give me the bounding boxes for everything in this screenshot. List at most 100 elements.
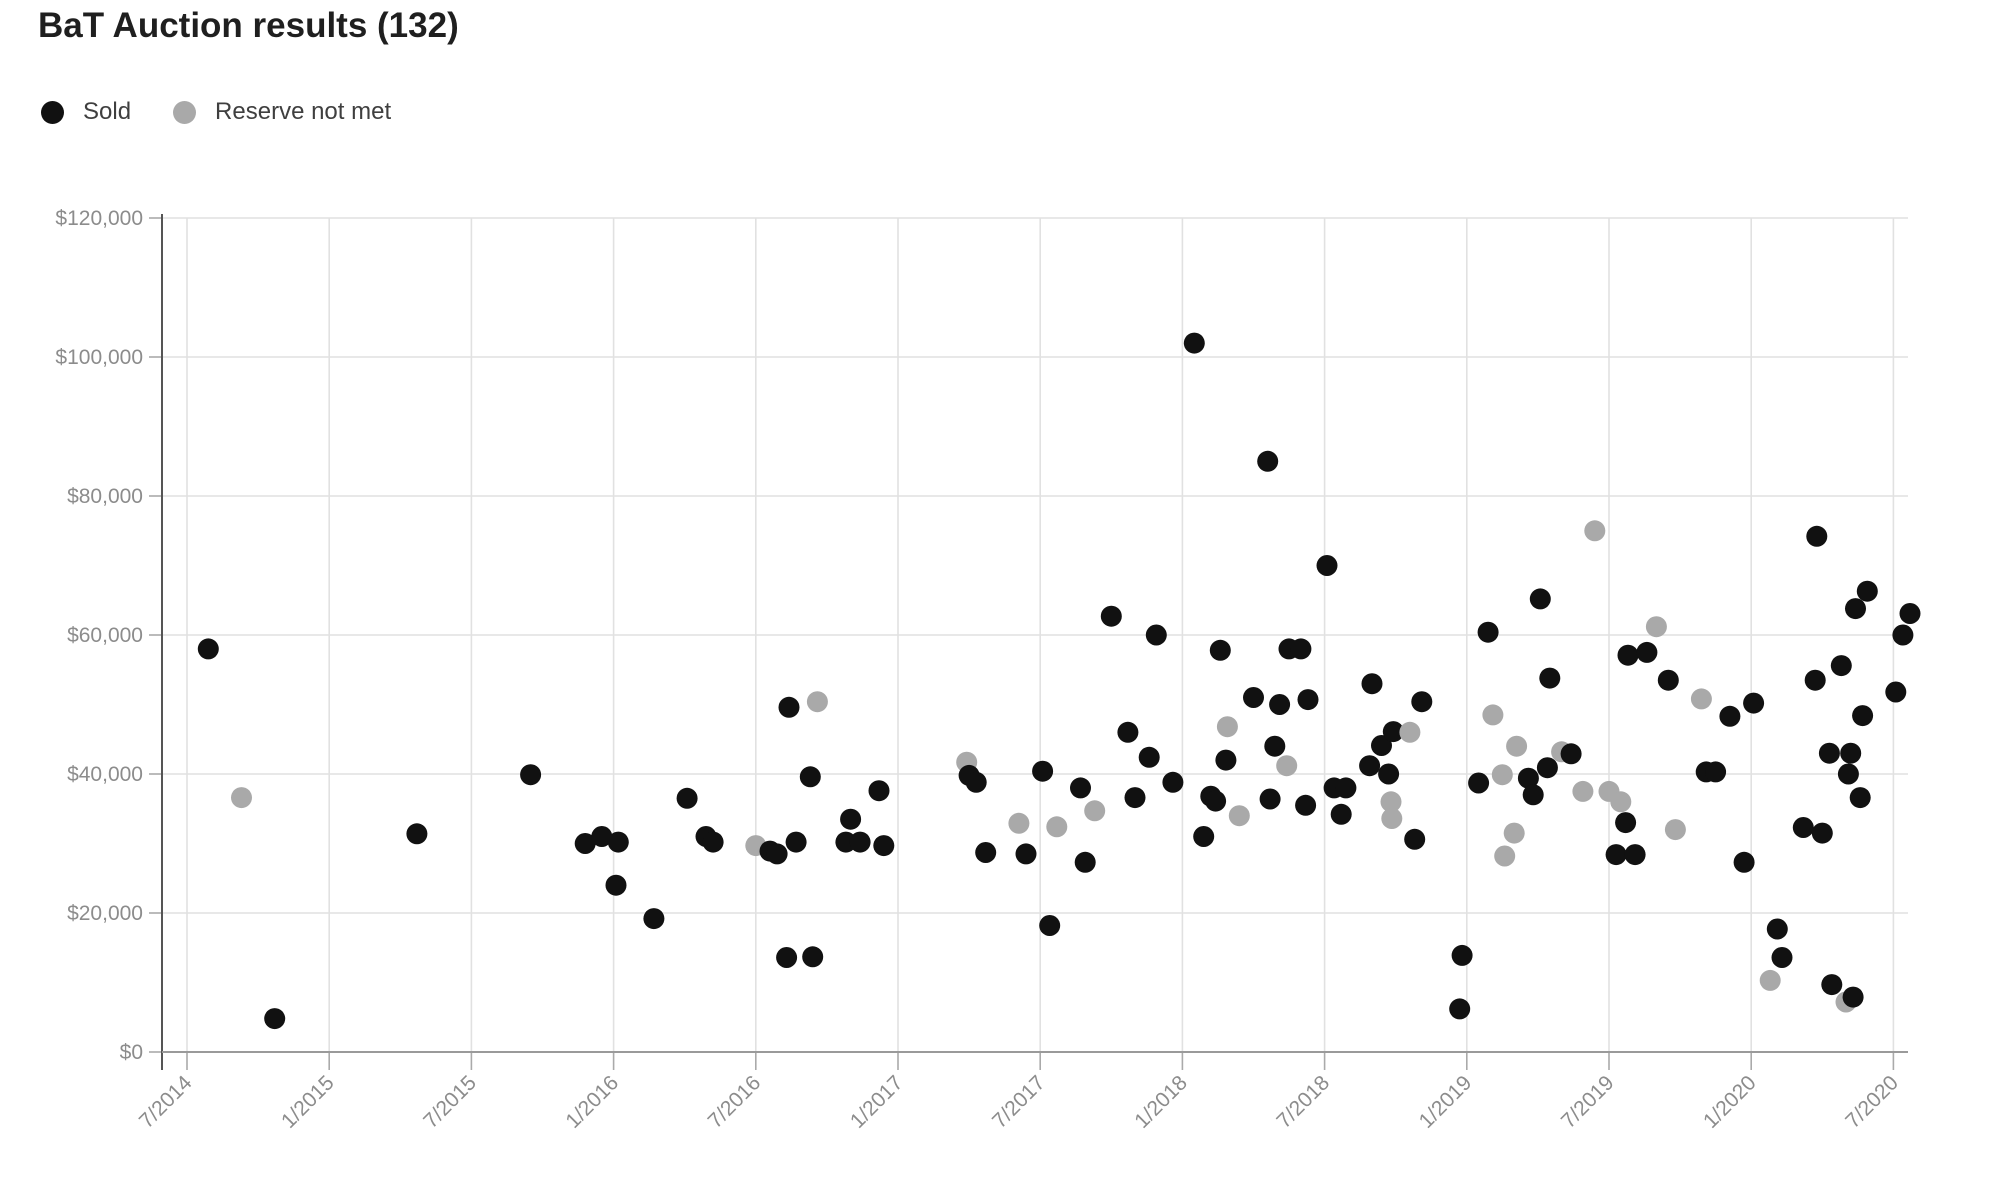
data-point-sold[interactable] <box>1733 851 1755 873</box>
data-point-sold[interactable] <box>1885 681 1907 703</box>
data-point-sold[interactable] <box>1297 689 1319 711</box>
data-point-sold[interactable] <box>1316 555 1338 576</box>
data-point-sold[interactable] <box>840 808 862 830</box>
data-point-sold[interactable] <box>1330 803 1352 825</box>
data-point-sold[interactable] <box>406 823 428 845</box>
data-point-reserve_not_met[interactable] <box>231 787 252 809</box>
data-point-sold[interactable] <box>1856 580 1878 602</box>
data-point-reserve_not_met[interactable] <box>1494 845 1516 867</box>
data-point-sold[interactable] <box>702 831 724 853</box>
data-point-sold[interactable] <box>785 831 807 853</box>
data-point-reserve_not_met[interactable] <box>1228 805 1250 827</box>
data-point-sold[interactable] <box>1852 705 1874 727</box>
data-point-sold[interactable] <box>1162 771 1184 793</box>
data-point-sold[interactable] <box>1842 986 1864 1008</box>
data-point-sold[interactable] <box>1792 817 1814 838</box>
data-point-sold[interactable] <box>1193 826 1215 847</box>
data-point-sold[interactable] <box>1821 974 1843 996</box>
data-point-sold[interactable] <box>1636 641 1658 663</box>
data-point-reserve_not_met[interactable] <box>1399 721 1421 743</box>
data-point-sold[interactable] <box>605 874 627 896</box>
data-point-sold[interactable] <box>868 780 890 802</box>
data-point-sold[interactable] <box>1899 603 1921 624</box>
data-point-reserve_not_met[interactable] <box>1380 791 1402 813</box>
data-point-sold[interactable] <box>1335 777 1357 799</box>
data-point-reserve_not_met[interactable] <box>1572 780 1594 802</box>
data-point-sold[interactable] <box>1849 787 1871 809</box>
data-point-sold[interactable] <box>799 766 821 788</box>
data-point-sold[interactable] <box>1806 525 1828 547</box>
data-point-sold[interactable] <box>1269 694 1291 715</box>
data-point-sold[interactable] <box>1264 735 1286 757</box>
data-point-reserve_not_met[interactable] <box>1216 716 1238 738</box>
data-point-reserve_not_met[interactable] <box>1610 791 1632 813</box>
data-point-sold[interactable] <box>1411 691 1433 713</box>
data-point-reserve_not_met[interactable] <box>1584 520 1606 542</box>
data-point-sold[interactable] <box>264 1008 286 1030</box>
data-point-sold[interactable] <box>1145 624 1167 646</box>
data-point-sold[interactable] <box>778 696 800 718</box>
data-point-reserve_not_met[interactable] <box>1759 969 1781 991</box>
data-point-sold[interactable] <box>1522 784 1544 806</box>
data-point-sold[interactable] <box>1359 755 1381 777</box>
data-point-sold[interactable] <box>520 764 542 786</box>
data-point-reserve_not_met[interactable] <box>1482 704 1504 726</box>
data-point-sold[interactable] <box>1183 332 1205 354</box>
data-point-sold[interactable] <box>1138 746 1160 768</box>
data-point-sold[interactable] <box>1032 760 1054 782</box>
data-point-sold[interactable] <box>1529 588 1551 610</box>
data-point-reserve_not_met[interactable] <box>1046 816 1068 838</box>
data-point-sold[interactable] <box>1361 673 1383 695</box>
data-point-sold[interactable] <box>1070 777 1091 799</box>
data-point-sold[interactable] <box>873 835 895 857</box>
data-point-sold[interactable] <box>1209 639 1231 661</box>
data-point-sold[interactable] <box>1468 772 1490 794</box>
data-point-reserve_not_met[interactable] <box>1491 764 1513 786</box>
data-point-sold[interactable] <box>1705 761 1727 783</box>
data-point-sold[interactable] <box>197 638 219 660</box>
data-point-sold[interactable] <box>1811 822 1833 844</box>
data-point-sold[interactable] <box>1074 851 1096 873</box>
data-point-sold[interactable] <box>965 771 987 793</box>
data-point-sold[interactable] <box>802 946 824 968</box>
data-point-sold[interactable] <box>1477 621 1499 643</box>
data-point-sold[interactable] <box>1840 742 1862 764</box>
data-point-sold[interactable] <box>1771 947 1793 968</box>
data-point-sold[interactable] <box>1615 812 1637 834</box>
data-point-sold[interactable] <box>1605 844 1627 866</box>
data-point-reserve_not_met[interactable] <box>1008 812 1030 834</box>
data-point-sold[interactable] <box>1766 918 1788 940</box>
data-point-sold[interactable] <box>1404 828 1426 850</box>
data-point-sold[interactable] <box>975 842 997 863</box>
data-point-sold[interactable] <box>643 908 665 930</box>
data-point-sold[interactable] <box>1818 742 1840 764</box>
data-point-sold[interactable] <box>1719 705 1741 727</box>
data-point-reserve_not_met[interactable] <box>1503 822 1525 844</box>
data-point-sold[interactable] <box>1378 763 1400 785</box>
data-point-sold[interactable] <box>1624 844 1646 866</box>
data-point-sold[interactable] <box>1257 450 1279 472</box>
data-point-sold[interactable] <box>1117 721 1139 743</box>
data-point-sold[interactable] <box>1382 721 1404 743</box>
data-point-sold[interactable] <box>1039 915 1061 936</box>
data-point-reserve_not_met[interactable] <box>1690 688 1712 710</box>
data-point-sold[interactable] <box>1205 790 1227 812</box>
data-point-reserve_not_met[interactable] <box>1084 800 1106 822</box>
data-point-sold[interactable] <box>1845 598 1866 620</box>
data-point-sold[interactable] <box>1517 767 1539 789</box>
data-point-reserve_not_met[interactable] <box>1381 808 1403 829</box>
legend-item-sold[interactable]: Sold <box>41 98 131 126</box>
data-point-sold[interactable] <box>1100 605 1122 627</box>
data-point-sold[interactable] <box>1617 644 1639 666</box>
data-point-sold[interactable] <box>1215 749 1237 771</box>
data-point-reserve_not_met[interactable] <box>1664 819 1686 841</box>
data-point-sold[interactable] <box>1290 638 1312 660</box>
data-point-sold[interactable] <box>1804 669 1826 691</box>
data-point-sold[interactable] <box>591 826 613 847</box>
data-point-sold[interactable] <box>1243 687 1264 708</box>
data-point-sold[interactable] <box>1657 669 1679 691</box>
data-point-sold[interactable] <box>1451 944 1473 966</box>
data-point-sold[interactable] <box>1830 655 1852 677</box>
data-point-sold[interactable] <box>1539 667 1561 689</box>
data-point-reserve_not_met[interactable] <box>1276 755 1298 777</box>
